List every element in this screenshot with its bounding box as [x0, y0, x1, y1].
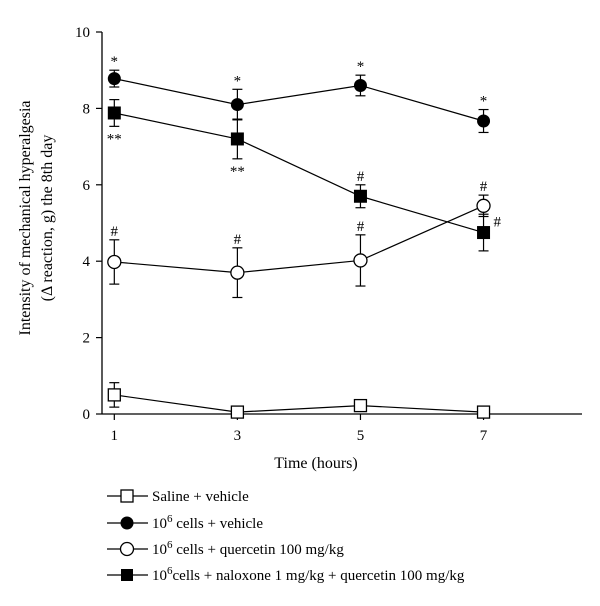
- data-point: [230, 405, 245, 419]
- legend-item-saline: Saline + vehicle: [107, 489, 249, 505]
- x-tick-label: 3: [234, 428, 242, 444]
- y-axis-title-line1: Intensity of mechanical hyperalgesia: [17, 100, 34, 335]
- data-point: [476, 405, 491, 419]
- y-tick-label: 8: [83, 101, 91, 117]
- legend-open-square-marker: [120, 489, 134, 503]
- data-point: [230, 98, 244, 112]
- significance-label: *: [357, 59, 365, 75]
- y-tick-label: 6: [83, 178, 91, 194]
- series-4: ** ** # #: [107, 99, 502, 252]
- significance-label: *: [480, 94, 488, 110]
- legend: Saline + vehicle 106 cells + vehicle 106…: [107, 489, 465, 584]
- data-point: [477, 226, 491, 240]
- data-point: [353, 189, 367, 203]
- significance-label: #: [111, 224, 119, 240]
- legend-filled-square-marker: [121, 569, 133, 581]
- data-point: [476, 198, 491, 213]
- data-point: [353, 253, 368, 268]
- series-2: * * * *: [107, 54, 491, 134]
- x-tick-label: 1: [111, 428, 119, 444]
- y-tick-label: 4: [83, 254, 91, 270]
- significance-label: #: [494, 215, 502, 231]
- legend-label-saline: Saline + vehicle: [152, 489, 249, 505]
- significance-label: *: [234, 73, 242, 89]
- legend-open-circle-marker: [119, 541, 135, 557]
- data-point: [107, 106, 121, 120]
- legend-item-naloxone-quercetin: 106cells + naloxone 1 mg/kg + quercetin …: [107, 565, 465, 584]
- legend-item-cells-vehicle: 106 cells + vehicle: [107, 513, 263, 532]
- legend-filled-circle-marker: [120, 516, 134, 530]
- series-line: [114, 394, 484, 413]
- data-point: [353, 78, 367, 92]
- significance-label: **: [107, 131, 122, 147]
- significance-label: #: [480, 179, 488, 195]
- data-point: [107, 72, 121, 86]
- data-point: [230, 132, 244, 146]
- y-axis-title-line2: (Δ reaction, g) the 8th day: [39, 135, 56, 302]
- series-3: # # # #: [107, 179, 491, 299]
- ticks: 0 2 4 6 8 10 1 3 5 7: [75, 25, 488, 444]
- data-point: [353, 398, 368, 413]
- series-line: [114, 78, 484, 122]
- x-tick-label: 5: [357, 428, 365, 444]
- x-tick-label: 7: [480, 428, 488, 444]
- data-point: [107, 254, 122, 270]
- significance-label: #: [357, 219, 365, 235]
- legend-label-cells-vehicle: 106 cells + vehicle: [152, 513, 263, 532]
- y-tick-label: 0: [83, 407, 91, 423]
- axes: [101, 32, 582, 415]
- significance-label: **: [230, 164, 245, 180]
- data-point: [477, 114, 491, 128]
- significance-label: *: [111, 54, 119, 70]
- significance-label: #: [234, 232, 242, 248]
- legend-label-naloxone-quercetin: 106cells + naloxone 1 mg/kg + quercetin …: [152, 565, 465, 584]
- data-point: [230, 265, 245, 280]
- plot-series: ****####**** ##: [107, 54, 502, 419]
- series-line: [114, 112, 484, 234]
- y-tick-label: 10: [75, 25, 90, 41]
- legend-item-cells-quercetin: 106 cells + quercetin 100 mg/kg: [107, 539, 344, 558]
- data-point: [107, 388, 121, 402]
- significance-label: #: [357, 169, 365, 185]
- x-axis-title: Time (hours): [274, 455, 357, 472]
- legend-label-cells-quercetin: 106 cells + quercetin 100 mg/kg: [152, 539, 344, 558]
- series-1: [107, 382, 491, 419]
- series-line: [114, 205, 484, 274]
- y-tick-label: 2: [83, 331, 91, 347]
